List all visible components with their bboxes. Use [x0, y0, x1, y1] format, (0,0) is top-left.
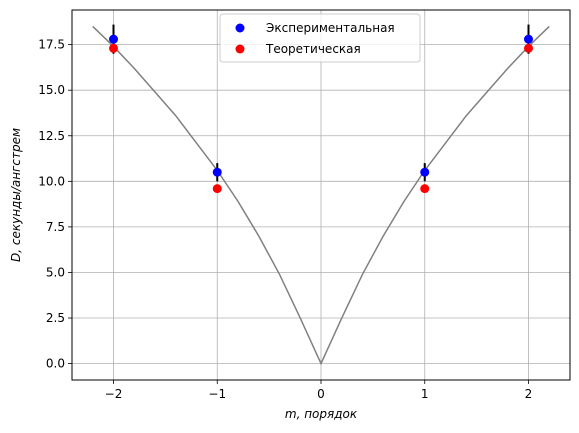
legend-marker-experimental	[235, 23, 245, 33]
y-tick-label: 0.0	[46, 357, 65, 371]
legend-marker-theoretical	[235, 44, 245, 54]
legend-box	[219, 13, 421, 63]
theoretical-point	[109, 43, 118, 53]
theoretical-point	[420, 184, 430, 194]
x-tick-label: −1	[208, 387, 226, 401]
legend: Экспериментальная Теоретическая	[219, 13, 421, 63]
y-tick-label: 15.0	[38, 83, 65, 97]
theoretical-point	[524, 43, 533, 53]
experimental-point	[420, 167, 430, 177]
x-tick-label: 1	[421, 387, 429, 401]
theory-curve-line	[92, 25, 550, 366]
x-tick-label: 0	[317, 387, 325, 401]
x-tick-label: −2	[105, 387, 123, 401]
y-tick-label: 12.5	[38, 129, 65, 143]
theoretical-point	[212, 184, 222, 194]
experimental-point	[109, 34, 118, 44]
data-points-layer	[109, 34, 533, 194]
y-tick-label: 17.5	[38, 38, 65, 52]
experimental-point	[212, 167, 222, 177]
y-tick-label: 5.0	[46, 265, 65, 279]
y-tick-label: 2.5	[46, 311, 65, 325]
y-axis-label: D, секунды/ангстрем	[9, 128, 23, 262]
theory-curve-layer	[92, 25, 550, 366]
grid-lines	[72, 10, 570, 380]
legend-label-experimental: Экспериментальная	[266, 21, 395, 35]
experimental-point	[524, 34, 533, 44]
x-tick-label: 2	[525, 387, 533, 401]
y-tick-label: 10.0	[38, 174, 65, 188]
legend-label-theoretical: Теоретическая	[265, 42, 361, 56]
y-tick-label: 7.5	[46, 220, 65, 234]
x-axis-ticks: −2 −1 0 1 2	[105, 380, 533, 401]
x-axis-label: m, порядок	[285, 407, 358, 421]
y-axis-ticks: 0.0 2.5 5.0 7.5 10.0 12.5 15.0 17.5	[38, 38, 72, 371]
